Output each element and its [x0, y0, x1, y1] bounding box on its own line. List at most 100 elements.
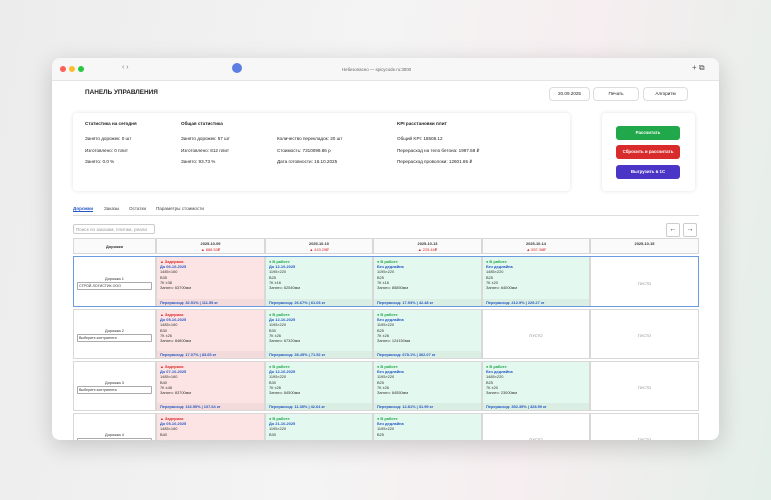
slot-cell[interactable]: ПУСТО: [590, 413, 699, 440]
lane-cell: Дорожка 4Выберите контрагента: [73, 413, 156, 440]
status: ▲ Задержка: [160, 416, 184, 421]
status: ● В работе: [377, 312, 398, 317]
minimize[interactable]: [69, 66, 75, 72]
status: ● В работе: [377, 364, 398, 369]
date-field[interactable]: 20.09.2025: [549, 87, 590, 101]
status: ● В работе: [486, 259, 507, 264]
status: ● В работе: [377, 416, 398, 421]
actions-card: Рассчитать Сбросить и рассчитать Выгрузи…: [602, 113, 695, 191]
address[interactable]: Небезопасно — spicycode.ru:3000: [342, 67, 412, 72]
slot-detail: До 05-10-2025: [160, 317, 187, 322]
slot-detail: В25: [269, 274, 276, 280]
slot-detail: В25: [377, 431, 384, 437]
status: ● В работе: [486, 364, 507, 369]
overrun: Перерасход: 17.93% | 42.48 кг: [374, 299, 481, 306]
slot-cell[interactable]: ● В работе Без дедлайна 1195×220 В25 7К ±16 З…: [373, 256, 482, 307]
column-header: 2025-10-09 ▲ 888.53₽: [156, 238, 265, 254]
tab[interactable]: Заказы: [104, 206, 120, 211]
print-button[interactable]: Печать: [593, 87, 639, 101]
contractor-select[interactable]: СТРОЙ-ЛОГИСТИК ООО: [77, 281, 152, 290]
slot-cell[interactable]: ПУСТО: [482, 309, 590, 359]
contractor-select[interactable]: Выберите контрагента: [77, 386, 152, 394]
slot-detail: 1195×220: [269, 374, 287, 380]
reset-button[interactable]: Сбросить и рассчитать: [616, 145, 680, 159]
slot-detail: В25: [486, 379, 493, 385]
slot-detail: До 12-10-2025: [269, 264, 296, 269]
slot-cell[interactable]: ● В работе До 12-10-2025 1195×220 В30 7К ±26…: [265, 361, 373, 411]
slot-cell[interactable]: ● В работе Без дедлайна 1195×220 В25 7К ±26 З…: [373, 309, 482, 359]
status: ▲ Задержка: [160, 312, 184, 317]
slot-cell[interactable]: ▲ Задержка До 05-10-2025 1485×160 В40: [156, 413, 265, 440]
slot-cell[interactable]: ● В работе Без дедлайна 1485×220 В25 7К ±20 З…: [482, 256, 590, 307]
column-header: 2025-10-13 ▲ 225.44₽: [373, 238, 482, 254]
slot-cell[interactable]: ● В работе Без дедлайна 1195×220 В25: [373, 413, 482, 440]
calculate-button[interactable]: Рассчитать: [616, 126, 680, 140]
slot-detail: Без дедлайна: [486, 369, 513, 374]
tab[interactable]: Параметры стоимости: [156, 206, 204, 211]
slot-cell[interactable]: ● В работе Без дедлайна 1485×220 В25 7К ±20 З…: [482, 361, 590, 411]
slot-detail: Занято: 124150мм: [377, 338, 411, 344]
overrun: Перерасход: 116.55% | 107.64 кг: [157, 403, 264, 410]
contractor-select[interactable]: Выберите контрагента: [77, 334, 152, 342]
column-header: 2025-10-10 ▲ 443.29₽: [265, 238, 373, 254]
zoom[interactable]: [78, 66, 84, 72]
slot-detail: Занято: 84800мм: [160, 338, 192, 344]
empty-label: ПУСТО: [529, 437, 543, 440]
slot-detail: В25: [377, 379, 384, 385]
lanes-table: Дорожки 2025-10-09 ▲ 888.53₽ 2025-10-10 ▲ 44…: [73, 238, 700, 440]
stat-item: Занято: 0.0 %: [85, 159, 115, 164]
slot-cell[interactable]: ПУСТО: [482, 413, 590, 440]
slot-detail: 1485×160: [160, 269, 178, 275]
slot-cell[interactable]: ● В работе До 12-10-2025 1195×220 В25 7К ±16…: [265, 256, 373, 307]
tab[interactable]: Остатки: [129, 206, 147, 211]
slot-detail: В25: [377, 327, 384, 333]
algorithm-button[interactable]: Алгоритм: [643, 87, 688, 101]
browser-window: ‹ › Небезопасно — spicycode.ru:3000 + ⧉ …: [52, 58, 719, 440]
empty-label: ПУСТО: [529, 333, 543, 338]
scroll-left[interactable]: ←: [666, 223, 680, 237]
lane-cell: Дорожка 1 СТРОЙ-ЛОГИСТИК ООО: [73, 256, 156, 307]
column-date: 2025-10-15: [634, 241, 655, 246]
slot-detail: До 07-10-2025: [160, 369, 187, 374]
contractor-select[interactable]: Выберите контрагента: [77, 438, 152, 440]
stats-today-title: Статистика на сегодня: [85, 121, 137, 126]
slot-cell[interactable]: ● В работе До 21-10-2025 1195×220 В30: [265, 413, 373, 440]
close[interactable]: [60, 66, 66, 72]
stats-total-list: Занято дорожек: 57 шт Изготовлено: 812 пл…: [181, 133, 230, 168]
slot-cell[interactable]: ● В работе До 12-10-2025 1195×220 В30 7К ±26…: [265, 309, 373, 359]
slot-detail: 1485×220: [486, 269, 504, 275]
slot-cell[interactable]: ПУСТО: [590, 256, 699, 307]
new-tab[interactable]: + ⧉: [692, 63, 705, 72]
slot-detail: 7К ±26: [377, 332, 389, 338]
slot-detail: В30: [269, 379, 276, 385]
search-input[interactable]: Поиск по заказам, плитам, реали: [73, 224, 155, 234]
slot-cell[interactable]: ПУСТО: [590, 309, 699, 359]
slot-cell[interactable]: ▲ Задержка До 06-10-2025 1485×160 В35 7К ±38…: [156, 256, 265, 307]
slot-detail: В30: [269, 431, 276, 437]
slot-cell[interactable]: ▲ Задержка До 07-10-2025 1485×160 В40 7К ±48…: [156, 361, 265, 411]
scroll-right[interactable]: →: [683, 223, 697, 237]
status: ● В работе: [269, 416, 290, 421]
slot-detail: В40: [160, 379, 167, 385]
slot-detail: 1485×160: [160, 426, 178, 432]
nav-back[interactable]: ‹ ›: [122, 64, 129, 71]
slot-detail: 1195×220: [377, 269, 395, 275]
slot-detail: В25: [486, 274, 493, 280]
stat-item: Стоимость: 7310099.86 р: [277, 147, 331, 153]
tabs: Дорожки Заказы Остатки Параметры стоимости: [73, 206, 699, 216]
empty-label: ПУСТО: [637, 437, 652, 440]
slot-cell[interactable]: ● В работе Без дедлайна 1195×220 В25 7К ±26 З…: [373, 361, 482, 411]
stat-item: Количество перекладок: 20 шт: [277, 136, 343, 141]
table-corner: Дорожки: [73, 238, 156, 254]
toolbar: ‹ › Небезопасно — spicycode.ru:3000 + ⧉: [52, 58, 719, 81]
tab[interactable]: Дорожки: [73, 206, 94, 212]
slot-detail: Занято: 62540мм: [269, 285, 301, 291]
slot-cell[interactable]: ▲ Задержка До 05-10-2025 1485×160 В30 7К ±26…: [156, 309, 265, 359]
extension-icon[interactable]: [232, 63, 242, 73]
overrun: Перерасход: 28.45% | 71.52 кг: [266, 351, 372, 358]
slot-cell[interactable]: ПУСТО: [590, 361, 699, 411]
overrun: Перерасход: 352.35% | 328.99 кг: [483, 403, 589, 410]
stat-item: Перерасход на тело бетона: 1997.58 ₽: [397, 147, 480, 153]
overrun: Перерасход: 11.35% | 42.64 кг: [266, 403, 372, 410]
export-button[interactable]: Выгрузить в 1С: [616, 165, 680, 179]
